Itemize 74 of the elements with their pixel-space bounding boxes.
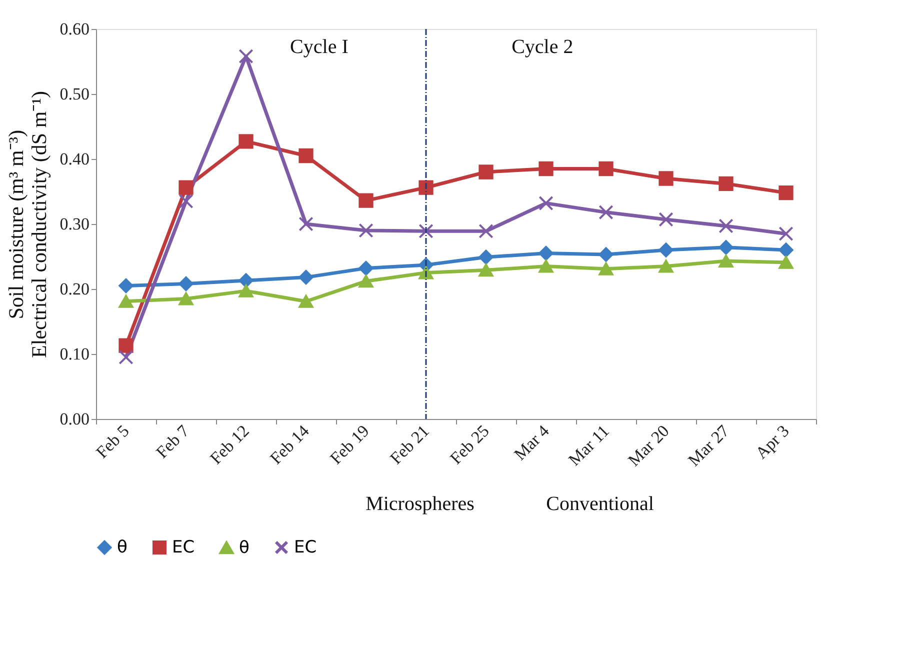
x-tick-label: Feb 14 [266,421,314,468]
point [778,226,794,242]
point [238,273,254,288]
point [298,216,314,232]
point [778,242,794,258]
point [178,292,194,306]
y-axis-title: Soil moisture (m³ m⁻³) Electrical conductivity (dS m⁻¹) [4,91,51,358]
legend-label: θ [117,538,128,558]
x-tick-label: Feb 5 [92,421,133,462]
x-tick-label: Feb 12 [206,421,253,468]
x-tick-label: Mar 27 [684,421,734,470]
legend-label: EC [172,538,195,558]
point [178,194,194,209]
legend-label: θ [239,538,250,558]
point [538,196,554,211]
point [658,260,674,273]
point [538,246,554,261]
point [238,48,254,64]
point [118,294,134,308]
point [718,254,734,268]
point [658,242,674,258]
annotation: Cycle I [290,36,348,58]
text: Microspheres [366,493,475,515]
point [238,284,254,298]
point [178,180,194,195]
legend-label: EC [294,538,317,558]
point [298,294,314,308]
y-tick-label: 0.40 [60,150,90,168]
x-tick-label: Mar 20 [624,421,673,470]
point [238,134,254,149]
point [598,204,614,220]
point [538,161,554,176]
y-tick-label: 0.30 [60,214,90,234]
point [598,247,614,262]
x-tick-label: Apr 3 [752,421,793,463]
x-tick-label: Mar 4 [510,421,554,464]
point [778,256,794,269]
point [178,276,194,292]
y-tick-label: 0.20 [60,280,90,298]
point [118,278,134,294]
y-tick-label: 0.00 [60,410,90,428]
point [418,180,434,195]
point [718,240,734,255]
y-tick-label: 0.50 [60,84,90,104]
point [358,193,374,208]
y-tick-label: 0.10 [60,344,90,364]
point [778,185,794,200]
point [478,264,494,277]
point [118,338,134,353]
x-tick-label: Feb 21 [386,421,433,468]
text: Conventional [546,493,654,515]
point [118,350,134,365]
point [358,260,374,276]
x-tick-label: Mar 11 [564,421,613,470]
y-tick-label: 0.60 [60,20,90,38]
x-tick-label: Feb 25 [446,421,493,468]
point [358,223,374,238]
point [358,274,374,288]
point [418,224,434,238]
point [658,212,674,227]
point [718,176,734,192]
point [478,250,494,264]
point [298,148,314,164]
annotation: Cycle 2 [512,36,574,58]
point [718,218,734,234]
x-tick-label: Feb 7 [152,421,194,462]
x-tick-label: Feb 19 [326,421,373,468]
point [298,270,314,285]
point [598,262,614,276]
point [658,171,674,186]
point [538,260,554,273]
point [598,161,614,176]
point [478,164,494,180]
point [478,224,494,238]
